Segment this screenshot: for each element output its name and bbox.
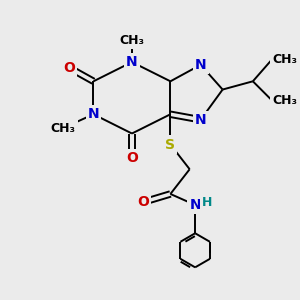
Text: CH₃: CH₃ <box>272 94 297 107</box>
Text: CH₃: CH₃ <box>119 34 144 46</box>
Text: N: N <box>189 198 201 212</box>
Text: S: S <box>165 137 176 152</box>
Text: O: O <box>63 61 75 75</box>
Text: N: N <box>88 107 99 121</box>
Text: N: N <box>126 55 138 69</box>
Text: N: N <box>195 113 206 127</box>
Text: O: O <box>126 151 138 165</box>
Text: H: H <box>202 196 212 209</box>
Text: O: O <box>137 195 149 209</box>
Text: N: N <box>195 58 206 72</box>
Text: CH₃: CH₃ <box>51 122 76 134</box>
Text: CH₃: CH₃ <box>272 53 297 66</box>
